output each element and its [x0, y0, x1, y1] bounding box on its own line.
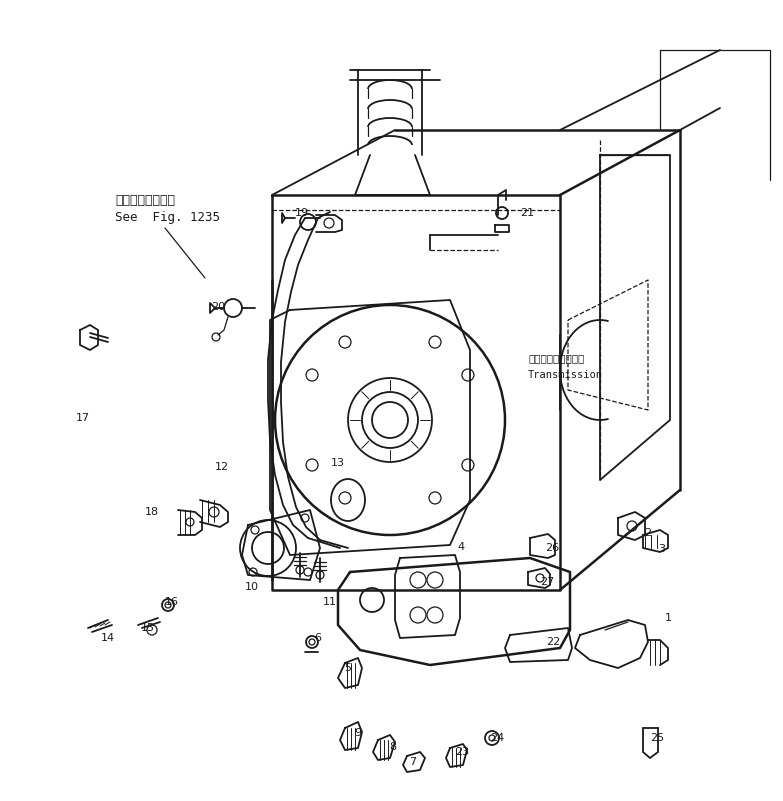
Text: See  Fig. 1235: See Fig. 1235	[115, 211, 220, 224]
Text: 23: 23	[455, 747, 469, 757]
Text: 17: 17	[76, 413, 90, 423]
Text: 22: 22	[546, 637, 560, 647]
Text: 21: 21	[520, 208, 534, 218]
Text: 4: 4	[457, 542, 464, 552]
Text: 7: 7	[410, 757, 417, 767]
Text: 16: 16	[165, 597, 179, 607]
Text: 2: 2	[644, 528, 651, 538]
Text: 27: 27	[539, 577, 554, 587]
Text: 11: 11	[323, 597, 337, 607]
Text: 14: 14	[101, 633, 115, 643]
Text: 26: 26	[545, 543, 559, 553]
Text: 12: 12	[215, 462, 229, 472]
Text: 13: 13	[331, 458, 345, 468]
Text: 20: 20	[211, 302, 225, 312]
Text: 3: 3	[659, 544, 666, 554]
Text: 25: 25	[650, 733, 664, 743]
Text: 8: 8	[389, 742, 396, 752]
Text: 10: 10	[245, 582, 259, 592]
Text: トランスミッション: トランスミッション	[528, 353, 584, 363]
Text: 第１２３５図参照: 第１２３５図参照	[115, 194, 175, 207]
Text: 18: 18	[145, 507, 159, 517]
Text: 5: 5	[345, 663, 352, 673]
Text: 19: 19	[295, 208, 309, 218]
Text: 15: 15	[141, 623, 155, 633]
Text: 9: 9	[355, 728, 362, 738]
Text: 24: 24	[490, 733, 504, 743]
Text: 6: 6	[315, 633, 322, 643]
Text: Transmission: Transmission	[528, 370, 603, 380]
Text: 1: 1	[665, 613, 672, 623]
